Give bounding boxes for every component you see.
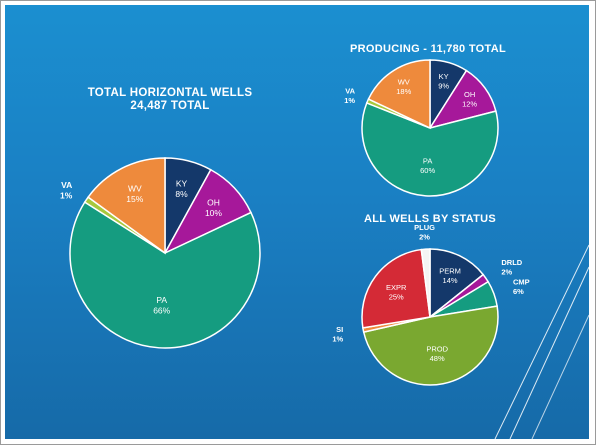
charts-canvas: KY8%OH10%PA66%VA1%WV15%KY9%OH12%PA60%VA1… <box>5 5 589 439</box>
slice-value-expr: 25% <box>389 292 404 301</box>
slice-value-perm: 14% <box>443 276 458 285</box>
slice-value-ky: 9% <box>438 81 449 90</box>
slice-label-si: SI <box>336 325 343 334</box>
slice-value-wv: 18% <box>396 87 411 96</box>
slice-value-plug: 2% <box>419 233 430 242</box>
slice-label-perm: PERM <box>439 266 461 275</box>
slice-value-va: 1% <box>60 190 73 200</box>
slice-value-drld: 2% <box>501 268 512 277</box>
slice-value-oh: 12% <box>462 100 477 109</box>
slice-label-wv: WV <box>398 78 410 87</box>
slice-label-expr: EXPR <box>386 283 407 292</box>
slide: TOTAL HORIZONTAL WELLS 24,487 TOTAL PROD… <box>5 5 589 439</box>
slice-label-drld: DRLD <box>501 258 522 267</box>
pie-chart-3: PERM14%DRLD2%CMP6%PROD48%SI1%EXPR25%PLUG… <box>332 223 529 385</box>
slice-label-pa: PA <box>156 295 167 305</box>
slice-value-va: 1% <box>344 96 355 105</box>
slice-label-oh: OH <box>207 197 220 207</box>
slice-label-pa: PA <box>423 156 432 165</box>
slice-label-cmp: CMP <box>513 277 530 286</box>
slice-value-oh: 10% <box>205 208 222 218</box>
slice-value-cmp: 6% <box>513 287 524 296</box>
slice-value-pa: 60% <box>420 166 435 175</box>
slice-label-oh: OH <box>464 90 475 99</box>
slice-value-prod: 48% <box>430 354 445 363</box>
slice-label-va: VA <box>61 180 72 190</box>
slice-value-si: 1% <box>332 334 343 343</box>
slice-label-ky: KY <box>439 72 449 81</box>
slice-label-va: VA <box>345 87 355 96</box>
slice-label-plug: PLUG <box>414 223 435 232</box>
slice-value-ky: 8% <box>175 189 188 199</box>
slice-value-wv: 15% <box>126 194 143 204</box>
slice-label-ky: KY <box>176 179 188 189</box>
slice-label-prod: PROD <box>426 345 448 354</box>
slice-value-pa: 66% <box>153 306 170 316</box>
slice-label-wv: WV <box>128 184 142 194</box>
